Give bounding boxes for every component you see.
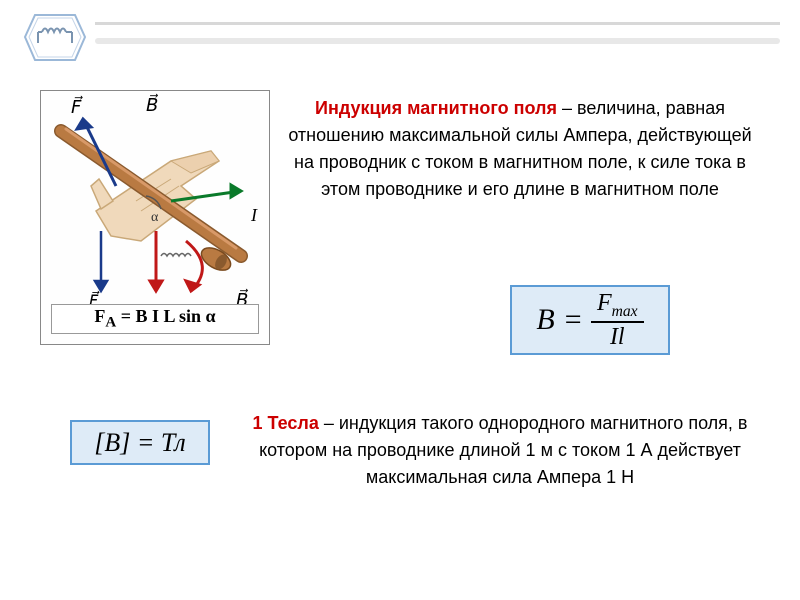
tesla-title: 1 Тесла	[253, 413, 319, 433]
definition-title: Индукция магнитного поля	[315, 98, 557, 118]
svg-text:B⃗: B⃗	[146, 94, 158, 115]
svg-text:I: I	[250, 205, 258, 225]
tesla-body: – индукция такого однородного магнитного…	[259, 413, 747, 487]
formula-unit-text: [B] = Тл	[94, 428, 186, 458]
formula-lhs: B	[536, 303, 554, 337]
header-divider	[95, 38, 780, 44]
formula-eq: =	[563, 303, 583, 337]
formula-ampere-force: FA = B I L sin α	[51, 304, 259, 334]
header	[0, 10, 800, 50]
formula-fraction: Fmax Il	[591, 291, 644, 349]
formula-unit-tesla: [B] = Тл	[70, 420, 210, 465]
left-hand-rule-diagram: F⃗ B⃗ B⃗ I F⃗	[40, 90, 270, 345]
definition-text: Индукция магнитного поля – величина, рав…	[285, 95, 755, 203]
svg-text:α: α	[151, 210, 159, 225]
formula-fa-text: FA = B I L sin α	[94, 306, 215, 332]
formula-magnetic-induction: B = Fmax Il	[510, 285, 670, 355]
tesla-definition: 1 Тесла – индукция такого однородного ма…	[240, 410, 760, 491]
logo-icon	[20, 10, 90, 65]
header-divider-top	[95, 22, 780, 25]
